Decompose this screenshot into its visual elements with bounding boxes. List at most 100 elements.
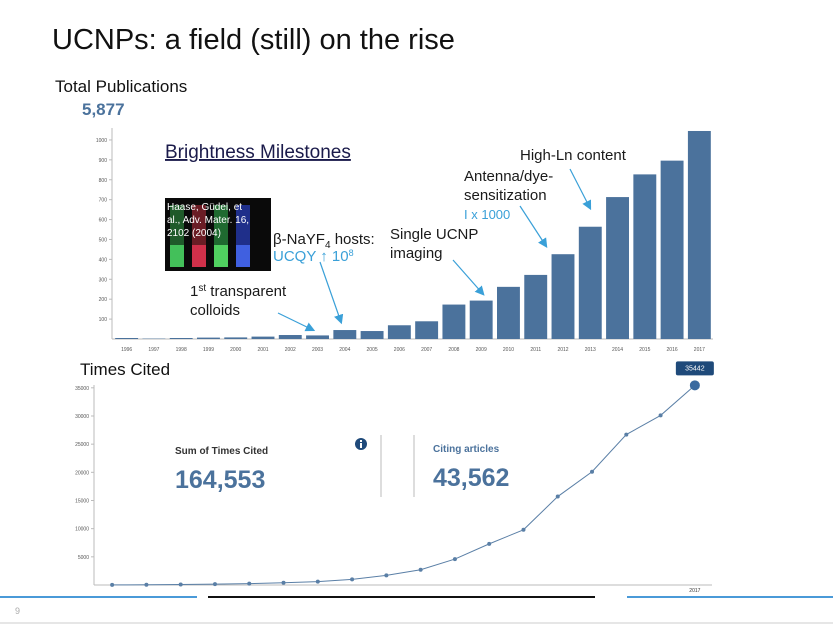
x-tick-label: 2008 bbox=[448, 347, 459, 353]
bar bbox=[251, 336, 275, 339]
arrows bbox=[277, 168, 592, 332]
bar bbox=[115, 338, 139, 339]
point bbox=[418, 567, 423, 572]
value-label: 35442 bbox=[685, 365, 705, 372]
page-number: 9 bbox=[15, 606, 20, 616]
subtitle: Brightness Milestones bbox=[165, 142, 351, 163]
point bbox=[144, 582, 149, 587]
point bbox=[384, 573, 389, 578]
bar bbox=[442, 304, 466, 339]
ann-part: β-NaYF bbox=[273, 231, 325, 248]
x-tick-label: 2017 bbox=[694, 347, 705, 353]
bar bbox=[469, 300, 493, 339]
x-tick-label: 2014 bbox=[612, 347, 623, 353]
point bbox=[590, 469, 595, 474]
y-tick-label: 30000 bbox=[75, 414, 89, 420]
stat-value: 43,562 bbox=[433, 464, 509, 492]
y-tick-label: 600 bbox=[99, 218, 108, 224]
bar bbox=[687, 130, 711, 339]
bar bbox=[278, 335, 302, 339]
chart-title: Times Cited bbox=[80, 360, 170, 379]
bar bbox=[333, 330, 357, 339]
info-icon bbox=[355, 438, 367, 450]
y-tick-label: 300 bbox=[99, 277, 108, 283]
ann-sub: 4 bbox=[325, 240, 331, 251]
stat-label: Sum of Times Cited bbox=[175, 446, 268, 457]
bar bbox=[551, 254, 575, 339]
bar bbox=[606, 197, 629, 339]
ann-sup: 8 bbox=[349, 248, 354, 258]
x-tick-label: 2016 bbox=[667, 347, 678, 353]
x-tick-label: 2005 bbox=[367, 347, 378, 353]
line bbox=[112, 384, 696, 586]
ann-part: hosts: bbox=[331, 231, 375, 248]
annotation: β-NaYF4 hosts: bbox=[273, 231, 375, 251]
x-tick-label: 2003 bbox=[312, 347, 323, 353]
y-tick-label: 15000 bbox=[75, 498, 89, 504]
ann-part: sensitization bbox=[464, 187, 547, 204]
vial-image bbox=[165, 198, 271, 271]
bar bbox=[578, 226, 602, 339]
ann-part: UCQY ↑ 10 bbox=[273, 248, 349, 265]
y-tick-label: 10000 bbox=[75, 527, 89, 533]
slide-title: UCNPs: a field (still) on the rise bbox=[52, 24, 455, 56]
bar bbox=[497, 286, 520, 339]
ann-part: 1 bbox=[190, 283, 198, 300]
y-tick-label: 1000 bbox=[96, 138, 107, 144]
bar bbox=[633, 174, 657, 339]
point bbox=[212, 582, 217, 587]
ann-part: imaging bbox=[390, 245, 443, 262]
bar bbox=[360, 331, 384, 339]
ann-part: colloids bbox=[190, 302, 240, 319]
x-tick-label: 2001 bbox=[257, 347, 268, 353]
stat-label: Citing articles bbox=[433, 444, 500, 455]
bar bbox=[224, 337, 248, 339]
x-tick-label: 2004 bbox=[339, 347, 350, 353]
annotation: Single UCNP imaging bbox=[390, 226, 478, 262]
y-tick-label: 35000 bbox=[75, 386, 89, 392]
annotation: UCQY ↑ 108 bbox=[273, 248, 354, 265]
y-tick-label: 25000 bbox=[75, 442, 89, 448]
ann-sup: st bbox=[198, 283, 206, 294]
x-tick-label: 2011 bbox=[530, 347, 541, 353]
caption-line: al., Adv. Mater. 16, bbox=[167, 215, 249, 226]
x-tick-label: 2017 bbox=[689, 588, 700, 594]
x-tick-label: 2000 bbox=[230, 347, 241, 353]
ann-part: transparent bbox=[206, 283, 287, 300]
annotation: 1st transparent colloids bbox=[190, 283, 287, 319]
point bbox=[521, 527, 526, 532]
x-tick-label: 2009 bbox=[476, 347, 487, 353]
y-tick-label: 5000 bbox=[78, 555, 89, 561]
x-tick-label: 2015 bbox=[639, 347, 650, 353]
point bbox=[689, 380, 700, 391]
point bbox=[247, 581, 252, 586]
stat-value: 164,553 bbox=[175, 466, 265, 494]
point bbox=[555, 494, 560, 499]
bar bbox=[660, 160, 684, 339]
caption-line: 2102 (2004) bbox=[167, 228, 221, 239]
point bbox=[624, 432, 629, 437]
bar bbox=[415, 321, 439, 339]
point bbox=[350, 577, 355, 582]
x-tick-label: 1997 bbox=[148, 347, 159, 353]
image-caption: Haase, Güdel, et al., Adv. Mater. 16, 21… bbox=[167, 202, 252, 239]
bar bbox=[197, 337, 220, 339]
point bbox=[315, 579, 320, 584]
y-tick-label: 20000 bbox=[75, 470, 89, 476]
x-tick-label: 2012 bbox=[557, 347, 568, 353]
annotation: High-Ln content bbox=[520, 147, 627, 164]
point bbox=[452, 557, 457, 562]
y-tick-label: 800 bbox=[99, 178, 108, 184]
total: 5,877 bbox=[82, 100, 125, 119]
x-tick-label: 1996 bbox=[121, 347, 132, 353]
y-tick-label: 200 bbox=[99, 297, 108, 303]
x-tick-label: 2002 bbox=[285, 347, 296, 353]
point bbox=[658, 413, 663, 418]
y-tick-label: 500 bbox=[99, 237, 108, 243]
x-tick-label: 1998 bbox=[176, 347, 187, 353]
bar bbox=[306, 335, 329, 339]
point bbox=[281, 580, 286, 585]
chart-title: Total Publications bbox=[55, 77, 187, 96]
